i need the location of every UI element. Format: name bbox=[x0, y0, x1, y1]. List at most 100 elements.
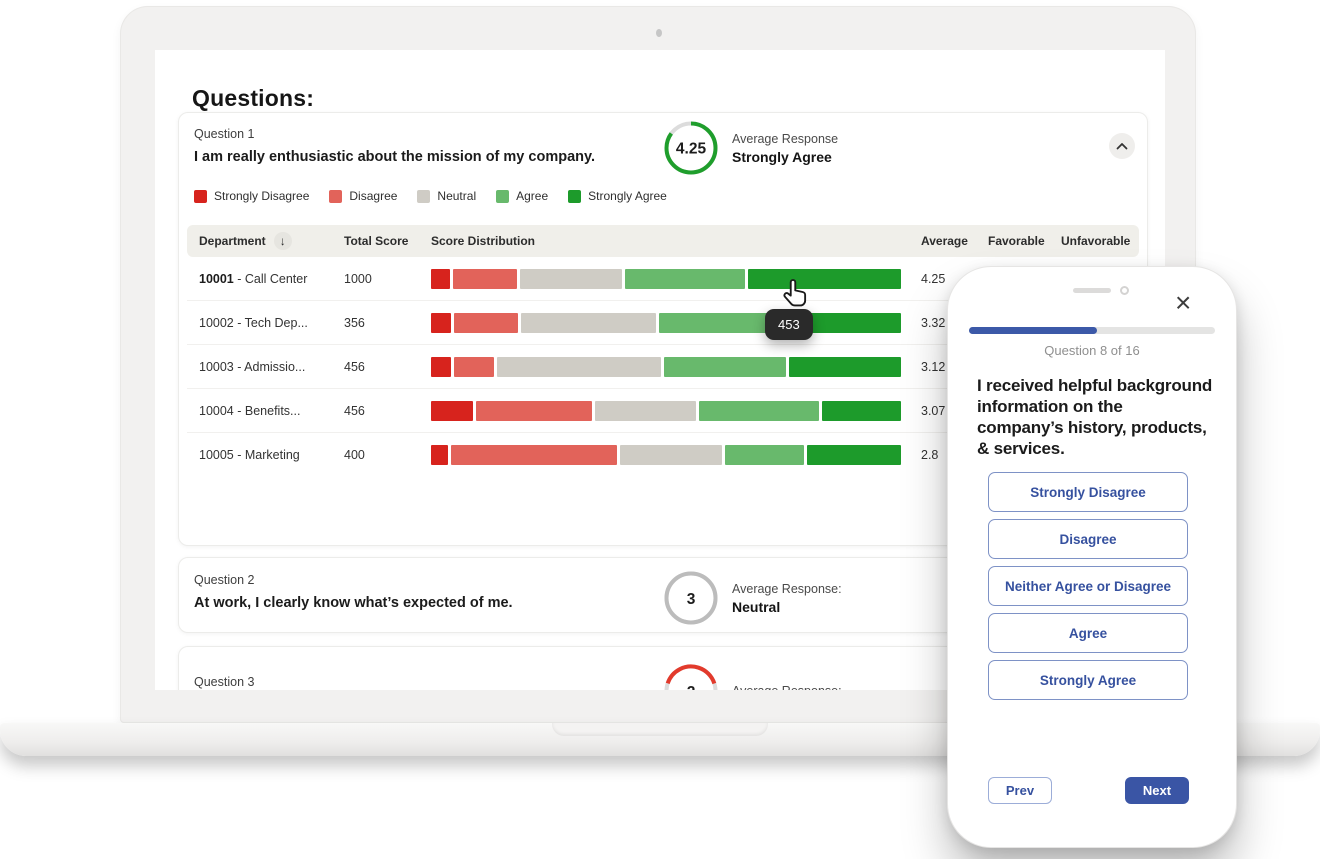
legend-swatch-icon bbox=[194, 189, 207, 203]
column-score-distribution: Score Distribution bbox=[431, 234, 536, 248]
column-average: Average bbox=[921, 234, 968, 248]
bar-segment[interactable] bbox=[519, 268, 623, 289]
answer-option-button[interactable]: Disagree bbox=[988, 519, 1188, 559]
legend-label: Strongly Agree bbox=[588, 189, 667, 203]
close-icon[interactable]: × bbox=[1175, 287, 1192, 318]
bar-segment[interactable] bbox=[520, 312, 657, 333]
average-value: 2 bbox=[687, 684, 696, 690]
bar-segment[interactable] bbox=[431, 268, 451, 289]
table-row[interactable]: 10003 - Admissio... 456 3.12 bbox=[187, 345, 1139, 389]
table-header: Department ↓ Total Score Score Distribut… bbox=[187, 225, 1139, 257]
tooltip-value: 453 bbox=[778, 317, 800, 332]
answer-option-button[interactable]: Neither Agree or Disagree bbox=[988, 566, 1188, 606]
question-text: At work, I clearly know what’s expected … bbox=[194, 595, 513, 611]
bar-segment[interactable] bbox=[620, 444, 722, 465]
answer-option-button[interactable]: Strongly Agree bbox=[988, 660, 1188, 700]
score-distribution-bar bbox=[431, 400, 901, 421]
average-caption: Average Response: bbox=[732, 684, 842, 690]
legend-item: Agree bbox=[496, 189, 548, 203]
answer-option-button[interactable]: Agree bbox=[988, 613, 1188, 653]
average-ring: 4.25 bbox=[664, 121, 718, 175]
total-score-cell: 356 bbox=[344, 315, 365, 330]
legend-swatch-icon bbox=[568, 189, 582, 203]
phone-camera-icon bbox=[1120, 286, 1129, 295]
bar-segment[interactable] bbox=[788, 356, 901, 377]
average-cell: 2.8 bbox=[921, 447, 939, 462]
score-distribution-bar bbox=[431, 444, 901, 465]
legend-item: Neutral bbox=[417, 189, 476, 203]
legend-item: Strongly Disagree bbox=[194, 189, 309, 203]
table-row[interactable]: 10005 - Marketing 400 2.8 bbox=[187, 433, 1139, 476]
bar-segment[interactable] bbox=[747, 268, 901, 289]
legend-item: Strongly Agree bbox=[568, 189, 667, 203]
bar-segment[interactable] bbox=[698, 400, 820, 421]
column-total-score: Total Score bbox=[344, 234, 409, 248]
bar-segment[interactable] bbox=[475, 400, 592, 421]
total-score-cell: 1000 bbox=[344, 271, 372, 286]
survey-progress-bar bbox=[969, 327, 1215, 334]
table-row[interactable]: 10004 - Benefits... 456 3.07 bbox=[187, 389, 1139, 433]
legend-item: Disagree bbox=[329, 189, 397, 203]
survey-question-text: I received helpful background informatio… bbox=[977, 376, 1213, 459]
column-favorable: Favorable bbox=[988, 234, 1045, 248]
answer-option-button[interactable]: Strongly Disagree bbox=[988, 472, 1188, 512]
bar-segment[interactable] bbox=[625, 268, 745, 289]
bar-segment[interactable] bbox=[453, 356, 494, 377]
bar-segment[interactable] bbox=[496, 356, 662, 377]
cursor-hand-icon bbox=[783, 279, 807, 307]
legend-swatch-icon bbox=[496, 189, 510, 203]
phone-mockup: × Question 8 of 16 I received helpful ba… bbox=[947, 266, 1237, 848]
average-response-text: Neutral bbox=[732, 598, 781, 615]
bar-segment[interactable] bbox=[453, 268, 517, 289]
bar-segment[interactable] bbox=[664, 356, 786, 377]
legend-label: Disagree bbox=[349, 189, 398, 203]
average-cell: 4.25 bbox=[921, 271, 946, 286]
question-number: Question 3 bbox=[194, 675, 255, 689]
average-response: 3 Average Response: Neutral bbox=[663, 570, 842, 626]
legend-label: Agree bbox=[516, 189, 549, 203]
sort-descending-icon[interactable]: ↓ bbox=[273, 232, 292, 250]
question-number: Question 2 bbox=[194, 573, 255, 587]
average-response: 2 Average Response: bbox=[663, 663, 842, 690]
column-unfavorable: Unfavorable bbox=[1061, 234, 1131, 248]
department-cell: 10001 - Call Center bbox=[199, 271, 308, 286]
department-cell: 10004 - Benefits... bbox=[199, 403, 301, 418]
average-caption: Average Response bbox=[732, 131, 839, 146]
average-caption: Average Response: bbox=[732, 581, 842, 596]
total-score-cell: 456 bbox=[344, 359, 365, 374]
bar-segment[interactable] bbox=[431, 312, 451, 333]
legend-swatch-icon bbox=[329, 189, 343, 203]
legend-label: Neutral bbox=[437, 189, 477, 203]
legend: Strongly Disagree Disagree Neutral Agree Str… bbox=[194, 189, 667, 203]
next-button[interactable]: Next bbox=[1125, 777, 1189, 804]
average-cell: 3.07 bbox=[921, 403, 946, 418]
legend-swatch-icon bbox=[417, 189, 431, 203]
question-number: Question 1 bbox=[194, 127, 255, 141]
department-cell: 10003 - Admissio... bbox=[199, 359, 306, 374]
column-department[interactable]: Department ↓ bbox=[199, 232, 344, 250]
average-value: 3 bbox=[687, 591, 696, 608]
bar-segment[interactable] bbox=[659, 312, 770, 333]
bar-segment[interactable] bbox=[431, 356, 451, 377]
bar-segment[interactable] bbox=[431, 444, 449, 465]
bar-segment[interactable] bbox=[822, 400, 901, 421]
bar-segment[interactable] bbox=[806, 444, 901, 465]
bar-segment[interactable] bbox=[594, 400, 696, 421]
table-row[interactable]: 10001 - Call Center 1000 4.25 bbox=[187, 257, 1139, 301]
bar-segment[interactable] bbox=[451, 444, 618, 465]
prev-button[interactable]: Prev bbox=[988, 777, 1052, 804]
average-cell: 3.12 bbox=[921, 359, 946, 374]
answer-options: Strongly Disagree Disagree Neither Agree o… bbox=[988, 472, 1188, 707]
bar-segment[interactable] bbox=[453, 312, 518, 333]
bar-segment[interactable] bbox=[431, 400, 473, 421]
collapse-button[interactable] bbox=[1109, 133, 1135, 159]
average-ring: 2 bbox=[664, 664, 718, 690]
chevron-up-icon bbox=[1116, 143, 1128, 150]
average-response-text: Strongly Agree bbox=[732, 148, 832, 165]
total-score-cell: 456 bbox=[344, 403, 365, 418]
bar-tooltip: 453 bbox=[765, 309, 813, 340]
bar-segment[interactable] bbox=[724, 444, 804, 465]
score-distribution-bar bbox=[431, 356, 901, 377]
page-title: Questions: bbox=[192, 85, 315, 112]
